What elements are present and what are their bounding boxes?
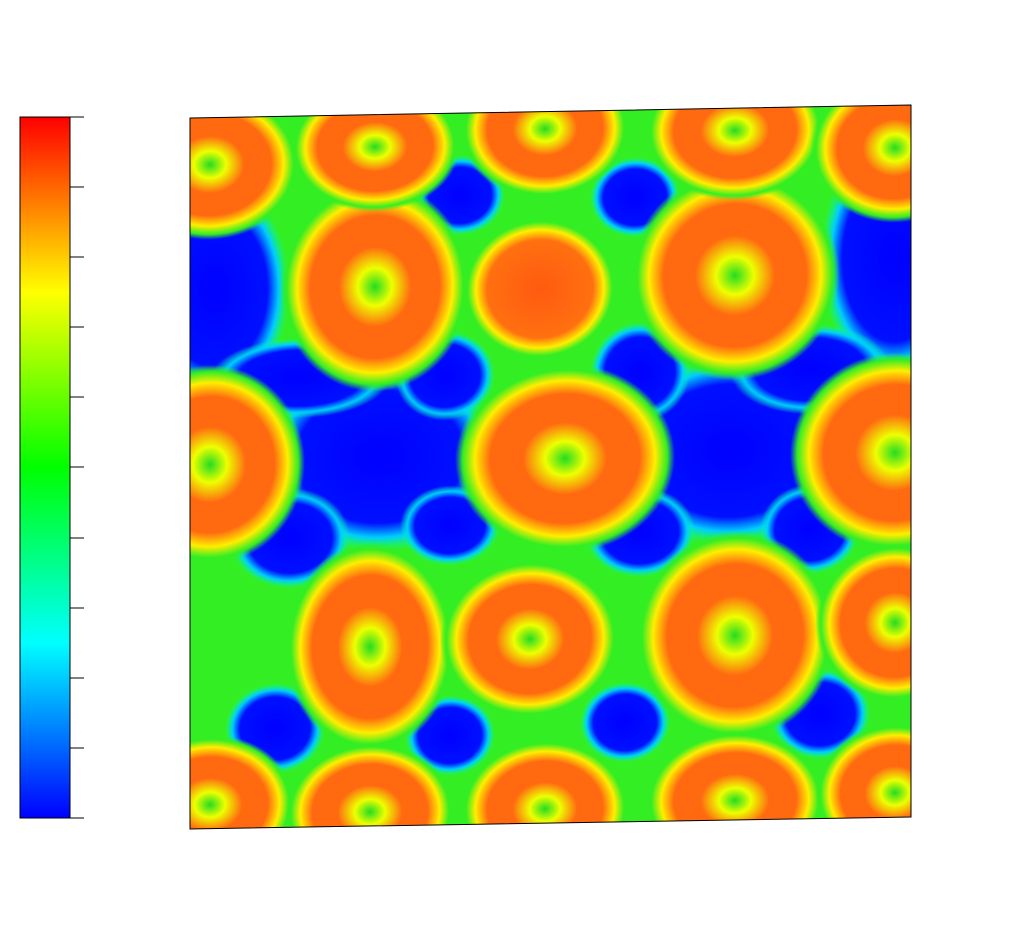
plot-frame: [189, 104, 912, 830]
colorbar-ticks: [70, 116, 84, 819]
colorbar: [19, 116, 71, 819]
heatmap: [190, 105, 911, 829]
